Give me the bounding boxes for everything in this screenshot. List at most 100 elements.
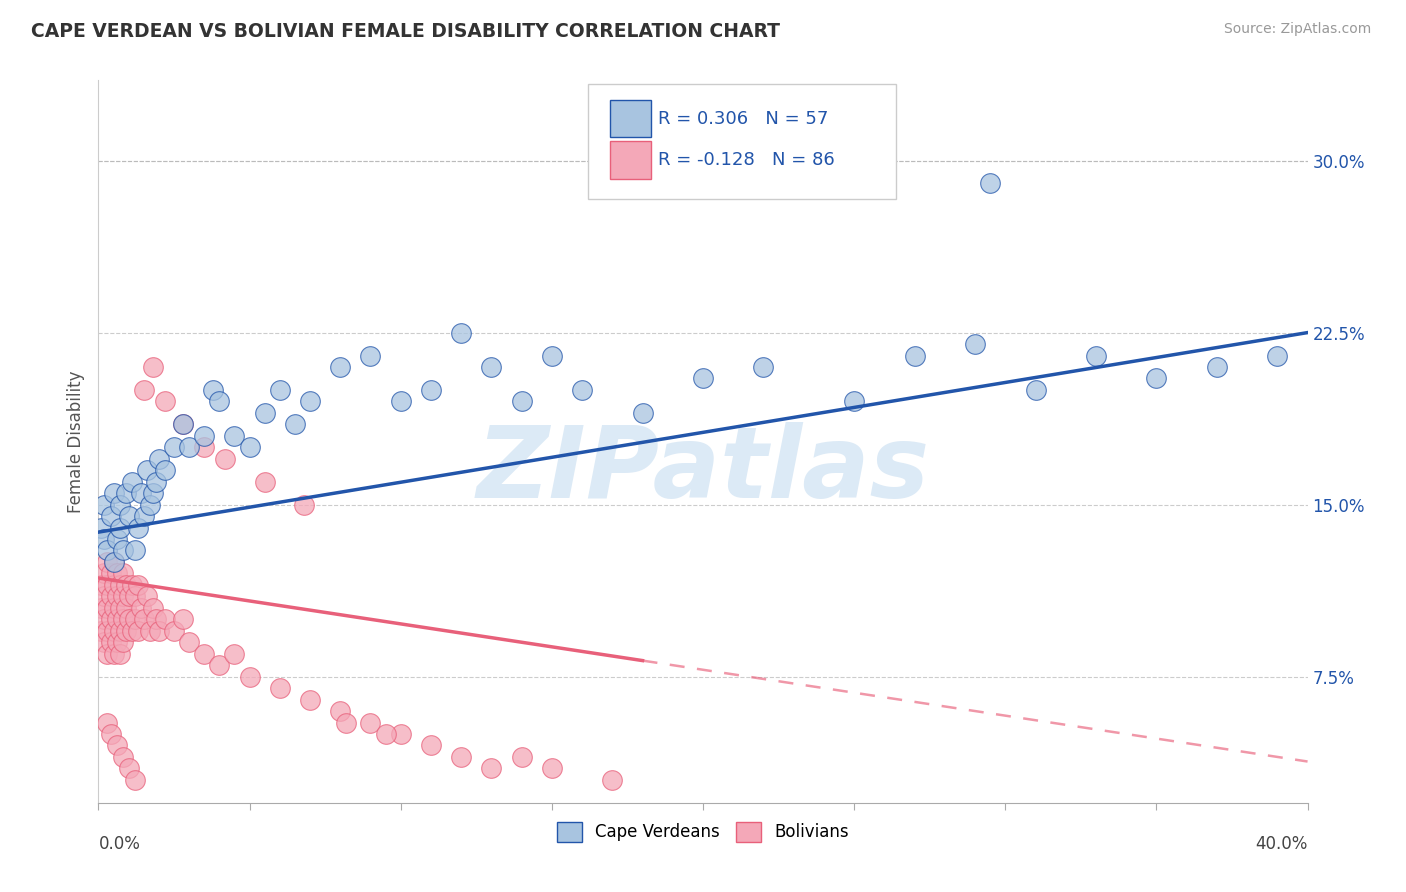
Point bbox=[1206, 359, 1229, 374]
Point bbox=[193, 429, 215, 443]
Point bbox=[132, 383, 155, 397]
Point bbox=[224, 429, 246, 443]
Point bbox=[111, 543, 134, 558]
Point bbox=[214, 451, 236, 466]
Point bbox=[121, 624, 143, 638]
Point bbox=[108, 498, 131, 512]
Point bbox=[374, 727, 396, 741]
Point bbox=[253, 406, 276, 420]
Point bbox=[127, 520, 149, 534]
Point bbox=[202, 383, 225, 397]
Point bbox=[1085, 349, 1108, 363]
Point bbox=[510, 750, 533, 764]
Point bbox=[129, 600, 152, 615]
Point bbox=[90, 624, 112, 638]
Point bbox=[96, 647, 118, 661]
Point bbox=[111, 635, 134, 649]
Point bbox=[193, 440, 215, 454]
Point bbox=[135, 590, 157, 604]
Point bbox=[142, 486, 165, 500]
Point bbox=[124, 590, 146, 604]
Point bbox=[450, 326, 472, 340]
Point bbox=[129, 486, 152, 500]
Point bbox=[105, 532, 128, 546]
Point bbox=[135, 463, 157, 477]
Point bbox=[100, 509, 122, 524]
Point bbox=[105, 612, 128, 626]
Point bbox=[965, 337, 987, 351]
Point bbox=[124, 543, 146, 558]
Point bbox=[105, 635, 128, 649]
Point bbox=[193, 647, 215, 661]
Point bbox=[132, 509, 155, 524]
Point bbox=[299, 692, 322, 706]
Point bbox=[360, 715, 382, 730]
Point bbox=[103, 578, 125, 592]
Point bbox=[108, 624, 131, 638]
Point bbox=[752, 359, 775, 374]
Point bbox=[208, 394, 231, 409]
Point bbox=[100, 635, 122, 649]
Point bbox=[299, 394, 322, 409]
Point bbox=[540, 761, 562, 775]
Point bbox=[90, 600, 112, 615]
Point bbox=[145, 475, 167, 489]
Point bbox=[96, 624, 118, 638]
Point bbox=[481, 359, 503, 374]
Point bbox=[269, 681, 291, 695]
Point bbox=[105, 566, 128, 581]
Point bbox=[292, 498, 315, 512]
Point bbox=[127, 624, 149, 638]
Point bbox=[148, 624, 170, 638]
Point bbox=[111, 612, 134, 626]
Point bbox=[118, 612, 141, 626]
Point bbox=[844, 394, 866, 409]
Point bbox=[284, 417, 307, 432]
Point bbox=[90, 520, 112, 534]
Point bbox=[96, 543, 118, 558]
Point bbox=[108, 647, 131, 661]
Text: Source: ZipAtlas.com: Source: ZipAtlas.com bbox=[1223, 22, 1371, 37]
Point bbox=[142, 359, 165, 374]
Point bbox=[389, 394, 412, 409]
Point bbox=[100, 727, 122, 741]
Point bbox=[1024, 383, 1046, 397]
Point bbox=[111, 750, 134, 764]
Point bbox=[253, 475, 276, 489]
Point bbox=[239, 670, 262, 684]
Point bbox=[96, 715, 118, 730]
Point bbox=[114, 624, 136, 638]
Point bbox=[172, 417, 194, 432]
Text: R = -0.128   N = 86: R = -0.128 N = 86 bbox=[658, 151, 835, 169]
Point bbox=[179, 635, 201, 649]
Text: R = 0.306   N = 57: R = 0.306 N = 57 bbox=[658, 110, 828, 128]
Point bbox=[114, 486, 136, 500]
Text: 0.0%: 0.0% bbox=[98, 835, 141, 854]
Point bbox=[510, 394, 533, 409]
Point bbox=[148, 451, 170, 466]
Point bbox=[139, 498, 162, 512]
Point bbox=[118, 509, 141, 524]
Point bbox=[127, 578, 149, 592]
Point bbox=[163, 440, 186, 454]
Point bbox=[96, 555, 118, 569]
Point bbox=[163, 624, 186, 638]
Point bbox=[108, 520, 131, 534]
Point bbox=[90, 578, 112, 592]
Point bbox=[105, 590, 128, 604]
Point bbox=[103, 624, 125, 638]
Point bbox=[114, 600, 136, 615]
Point bbox=[329, 359, 352, 374]
Point bbox=[1267, 349, 1289, 363]
Point bbox=[450, 750, 472, 764]
Text: 40.0%: 40.0% bbox=[1256, 835, 1308, 854]
Point bbox=[103, 555, 125, 569]
Point bbox=[139, 624, 162, 638]
Point bbox=[153, 463, 176, 477]
Point bbox=[142, 600, 165, 615]
Point bbox=[93, 566, 115, 581]
Point bbox=[172, 612, 194, 626]
Point bbox=[93, 635, 115, 649]
Point bbox=[118, 761, 141, 775]
Point bbox=[239, 440, 262, 454]
